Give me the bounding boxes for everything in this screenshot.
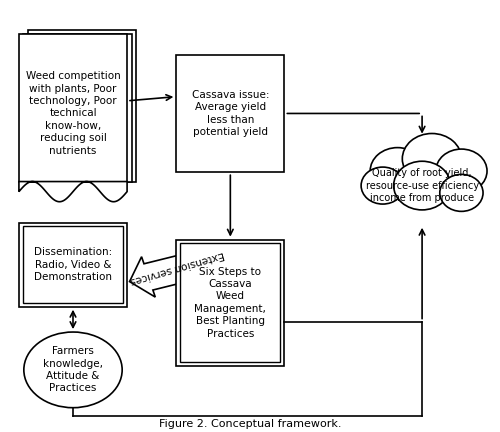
Text: Cassava issue:
Average yield
less than
potential yield: Cassava issue: Average yield less than p… <box>192 90 269 137</box>
FancyArrow shape <box>130 250 210 297</box>
FancyBboxPatch shape <box>23 226 123 303</box>
Circle shape <box>370 148 425 194</box>
Text: Farmers
knowledge,
Attitude &
Practices: Farmers knowledge, Attitude & Practices <box>43 346 103 394</box>
Polygon shape <box>24 34 132 181</box>
Text: Figure 2. Conceptual framework.: Figure 2. Conceptual framework. <box>159 419 341 429</box>
FancyBboxPatch shape <box>176 240 284 365</box>
Polygon shape <box>19 181 127 202</box>
FancyBboxPatch shape <box>176 54 284 172</box>
Circle shape <box>440 175 483 211</box>
Circle shape <box>436 149 487 193</box>
Text: Six Steps to
Cassava
Weed
Management,
Best Planting
Practices: Six Steps to Cassava Weed Management, Be… <box>194 267 266 339</box>
FancyBboxPatch shape <box>180 243 280 362</box>
Polygon shape <box>19 34 127 181</box>
FancyBboxPatch shape <box>19 223 127 307</box>
Circle shape <box>402 133 462 184</box>
Text: Extension services: Extension services <box>130 250 226 286</box>
Text: Dissemination:
Radio, Video &
Demonstration: Dissemination: Radio, Video & Demonstrat… <box>34 248 112 282</box>
Polygon shape <box>28 30 136 181</box>
Circle shape <box>361 167 405 204</box>
Circle shape <box>394 161 450 210</box>
Text: Quality of root yield,
resource-use efficiency
income from produce: Quality of root yield, resource-use effi… <box>366 168 478 203</box>
Text: Weed competition
with plants, Poor
technology, Poor
technical
know-how,
reducing: Weed competition with plants, Poor techn… <box>26 71 120 156</box>
Ellipse shape <box>24 332 122 408</box>
